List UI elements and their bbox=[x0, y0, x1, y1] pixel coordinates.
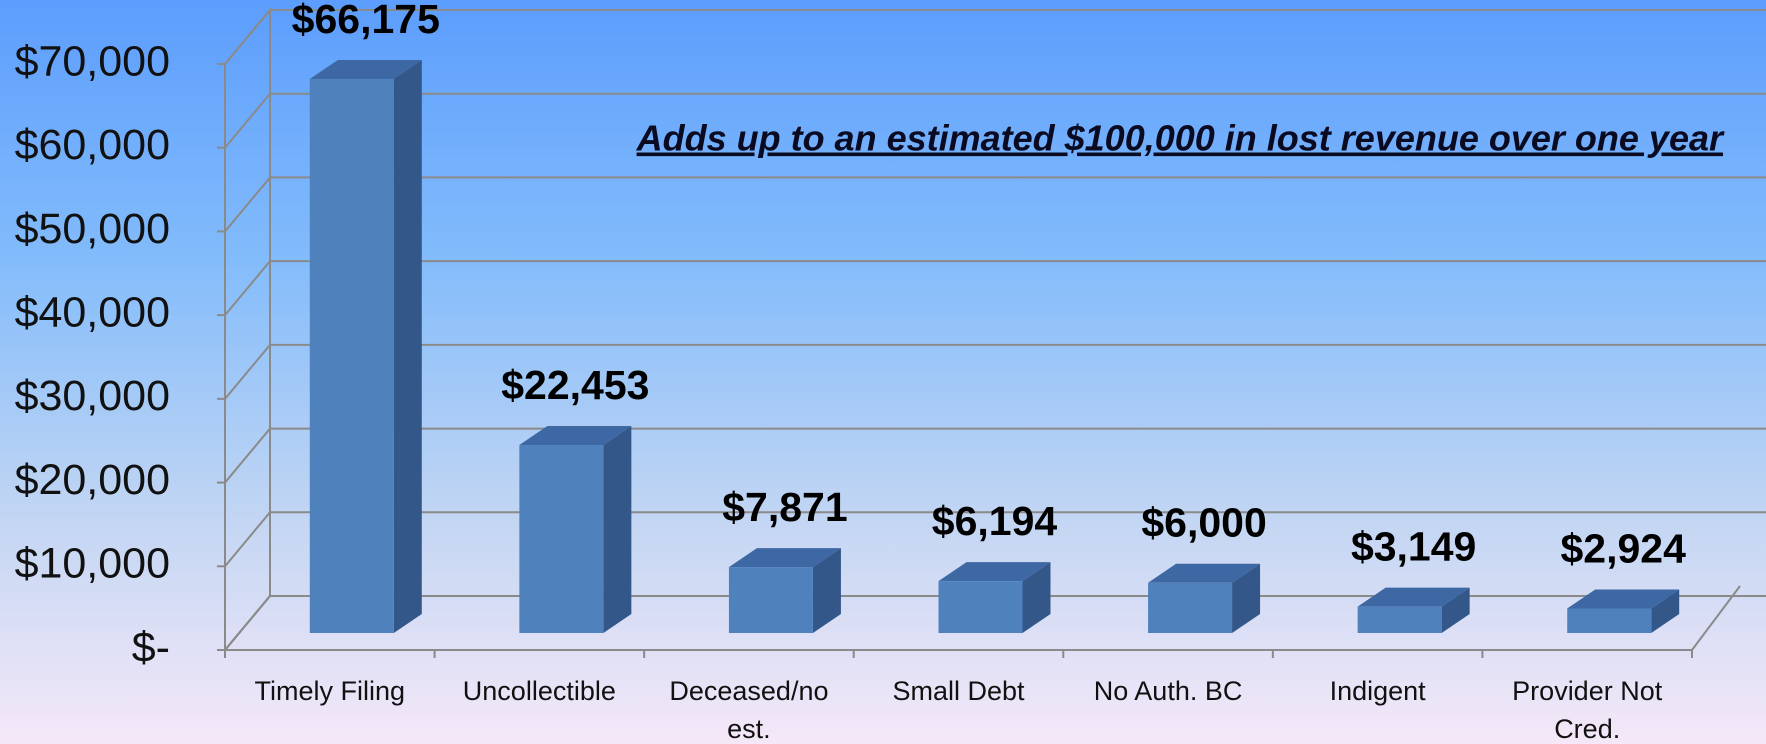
bar bbox=[938, 562, 1051, 633]
bar-side bbox=[393, 60, 422, 634]
x-tick-label: Uncollectible bbox=[462, 676, 616, 706]
grid-line bbox=[224, 511, 1766, 567]
x-tick-label: Small Debt bbox=[892, 676, 1025, 706]
bar-top bbox=[1148, 563, 1261, 583]
y-tick-label: $50,000 bbox=[15, 205, 170, 253]
bar-top bbox=[519, 426, 632, 446]
bar-front bbox=[519, 445, 604, 633]
y-tick-label: $60,000 bbox=[15, 121, 170, 169]
y-tick-label: $- bbox=[132, 623, 170, 671]
bar-top bbox=[1357, 587, 1470, 607]
bar-top bbox=[1567, 589, 1680, 609]
bar bbox=[309, 60, 422, 634]
grid-line bbox=[224, 176, 1766, 233]
y-tick-label: $70,000 bbox=[15, 37, 170, 85]
annotation: Adds up to an estimated $100,000 in lost… bbox=[636, 118, 1725, 159]
bar-front bbox=[728, 567, 813, 633]
grid-line bbox=[224, 92, 1766, 149]
value-label: $66,175 bbox=[292, 0, 440, 42]
grid-line bbox=[224, 343, 1766, 400]
bar-top bbox=[309, 60, 422, 80]
value-label: $3,149 bbox=[1351, 523, 1476, 569]
y-tick-label: $10,000 bbox=[15, 540, 170, 588]
bar-side bbox=[1232, 563, 1261, 633]
bar-front bbox=[1357, 606, 1442, 633]
value-label: $6,194 bbox=[932, 498, 1058, 544]
grid-line bbox=[224, 595, 1766, 651]
y-tick-label: $40,000 bbox=[15, 289, 170, 337]
x-tick-label: Provider Not Cred. bbox=[1512, 676, 1663, 744]
bar bbox=[519, 426, 632, 633]
x-tick-label: Deceased/no est. bbox=[669, 676, 829, 744]
bar-front bbox=[1567, 608, 1652, 633]
bar-side bbox=[603, 426, 632, 633]
grid-line bbox=[224, 9, 1766, 65]
x-tick-label: No Auth. BC bbox=[1093, 676, 1243, 706]
bar-front bbox=[309, 79, 394, 634]
value-label: $6,000 bbox=[1141, 500, 1266, 546]
y-tick-label: $30,000 bbox=[15, 372, 170, 420]
x-tick-label: Timely Filing bbox=[254, 676, 406, 706]
bar bbox=[1567, 589, 1680, 633]
bar-front bbox=[938, 581, 1023, 633]
y-tick-label: $20,000 bbox=[15, 456, 170, 504]
bar bbox=[1357, 587, 1470, 633]
bar bbox=[728, 548, 841, 633]
value-label: $22,453 bbox=[501, 362, 649, 408]
back-wall bbox=[224, 7, 271, 653]
bar-top bbox=[938, 562, 1051, 582]
grid-line bbox=[224, 260, 1766, 316]
bar-side bbox=[1441, 587, 1470, 633]
value-label: $7,871 bbox=[722, 484, 847, 530]
bar-side bbox=[1022, 562, 1051, 633]
value-label: $2,924 bbox=[1561, 525, 1687, 571]
grid-line bbox=[224, 427, 1766, 484]
bar-side bbox=[812, 548, 841, 633]
bar-front bbox=[1148, 582, 1233, 633]
x-tick-label: Indigent bbox=[1329, 676, 1426, 706]
bar-side bbox=[1651, 589, 1680, 633]
bar-top bbox=[728, 548, 841, 568]
bar bbox=[1148, 563, 1261, 633]
